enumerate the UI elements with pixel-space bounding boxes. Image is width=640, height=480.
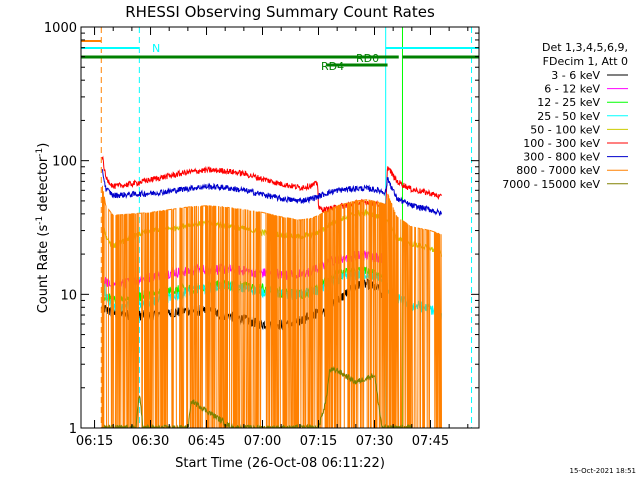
legend-label-1: 6 - 12 keV	[544, 83, 600, 96]
y-axis: 1 10 100 1000	[44, 21, 479, 437]
series-line-6	[101, 168, 442, 216]
y-label-sup2: -1	[35, 148, 45, 157]
legend-label-7: 800 - 7000 keV	[516, 164, 600, 177]
y-label-part2: detector	[36, 156, 51, 216]
legend-label-0: 3 - 6 keV	[551, 69, 600, 82]
x-axis: 06:15 06:30 06:45 07:00 07:15 07:30 07:45	[76, 27, 469, 449]
plot-frame	[80, 26, 480, 429]
y-axis-label: Count Rate (s-1 detector-1)	[35, 143, 51, 314]
legend-header-line-1: Det 1,3,4,5,6,9,	[542, 41, 628, 54]
series-line-7	[101, 185, 442, 428]
chart-title: RHESSI Observing Summary Count Rates	[125, 3, 435, 21]
x-tick-label: 06:15	[76, 434, 113, 449]
y-label-part1: Count Rate (s	[36, 225, 51, 314]
legend-label-5: 100 - 300 keV	[523, 137, 600, 150]
x-tick-label: 06:45	[188, 434, 225, 449]
x-axis-label: Start Time (26-Oct-08 06:11:22)	[175, 456, 385, 471]
legend-label-4: 50 - 100 keV	[530, 123, 600, 136]
legend-header-line-2: FDecim 1, Att 0	[543, 55, 628, 68]
x-tick-label: 06:30	[132, 434, 169, 449]
legend-label-6: 300 - 800 keV	[523, 151, 600, 164]
y-tick-label: 1000	[44, 21, 77, 36]
x-tick-label: 07:30	[356, 434, 393, 449]
y-tick-label: 100	[52, 155, 77, 170]
rd0-label: RD0	[356, 52, 379, 65]
night-label: N	[152, 42, 160, 55]
plot-area: S N RD0 RD4	[66, 26, 480, 429]
legend-label-2: 12 - 25 keV	[537, 96, 600, 109]
rd4-label: RD4	[321, 60, 344, 73]
x-tick-label: 07:45	[412, 434, 449, 449]
x-tick-label: 07:00	[244, 434, 281, 449]
y-label-part3: )	[36, 143, 51, 148]
series-line-8	[102, 366, 412, 428]
saa-label: S	[66, 35, 73, 48]
y-tick-label: 1	[69, 422, 77, 437]
y-tick-label: 10	[60, 288, 77, 303]
timestamp: 15-Oct-2021 18:51	[570, 467, 636, 475]
legend-label-8: 7000 - 15000 keV	[502, 178, 600, 191]
legend-label-3: 25 - 50 keV	[537, 110, 600, 123]
x-tick-label: 07:15	[300, 434, 337, 449]
y-label-sup1: -1	[35, 216, 45, 225]
